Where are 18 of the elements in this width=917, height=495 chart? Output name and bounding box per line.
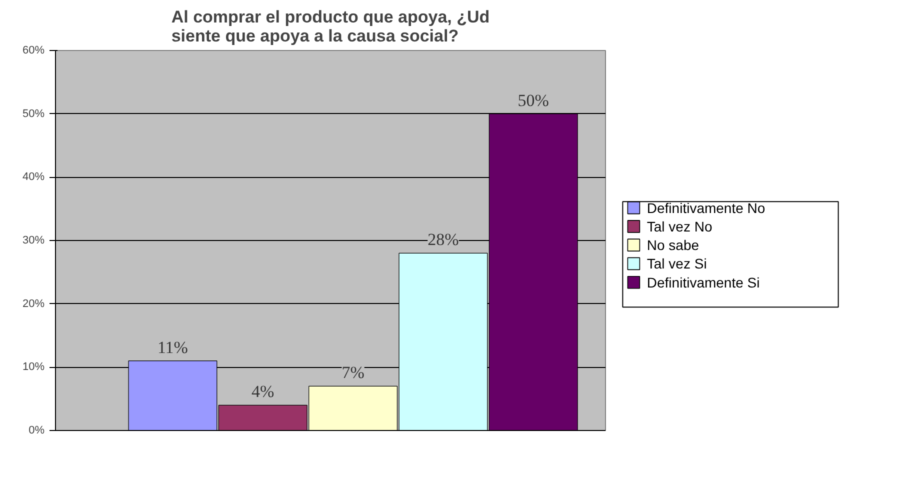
y-tick-label: 30% [22,234,45,246]
y-tick-label: 60% [22,44,45,56]
legend-label: Definitivamente No [646,200,766,216]
y-tick-label: 10% [22,361,45,374]
legend-label: Tal vez No [646,218,712,234]
data-label: 50% [518,90,549,110]
data-label: 4% [252,382,274,402]
legend-label: Tal vez Si [646,256,707,272]
y-tick-label: 40% [22,171,45,184]
chart-title: Al comprar el producto que apoya, ¿Ud siente que apoya a la causa social? [171,8,490,46]
legend-label: No sabe [646,237,700,254]
legend-label: Definitivamente Si [646,274,760,290]
data-label: 28% [428,230,459,250]
data-label: 11% [157,338,188,357]
data-label: 7% [342,363,364,382]
y-tick-label: 20% [22,298,45,310]
y-tick-label: 50% [22,108,45,120]
y-tick-label: 0% [28,424,45,436]
